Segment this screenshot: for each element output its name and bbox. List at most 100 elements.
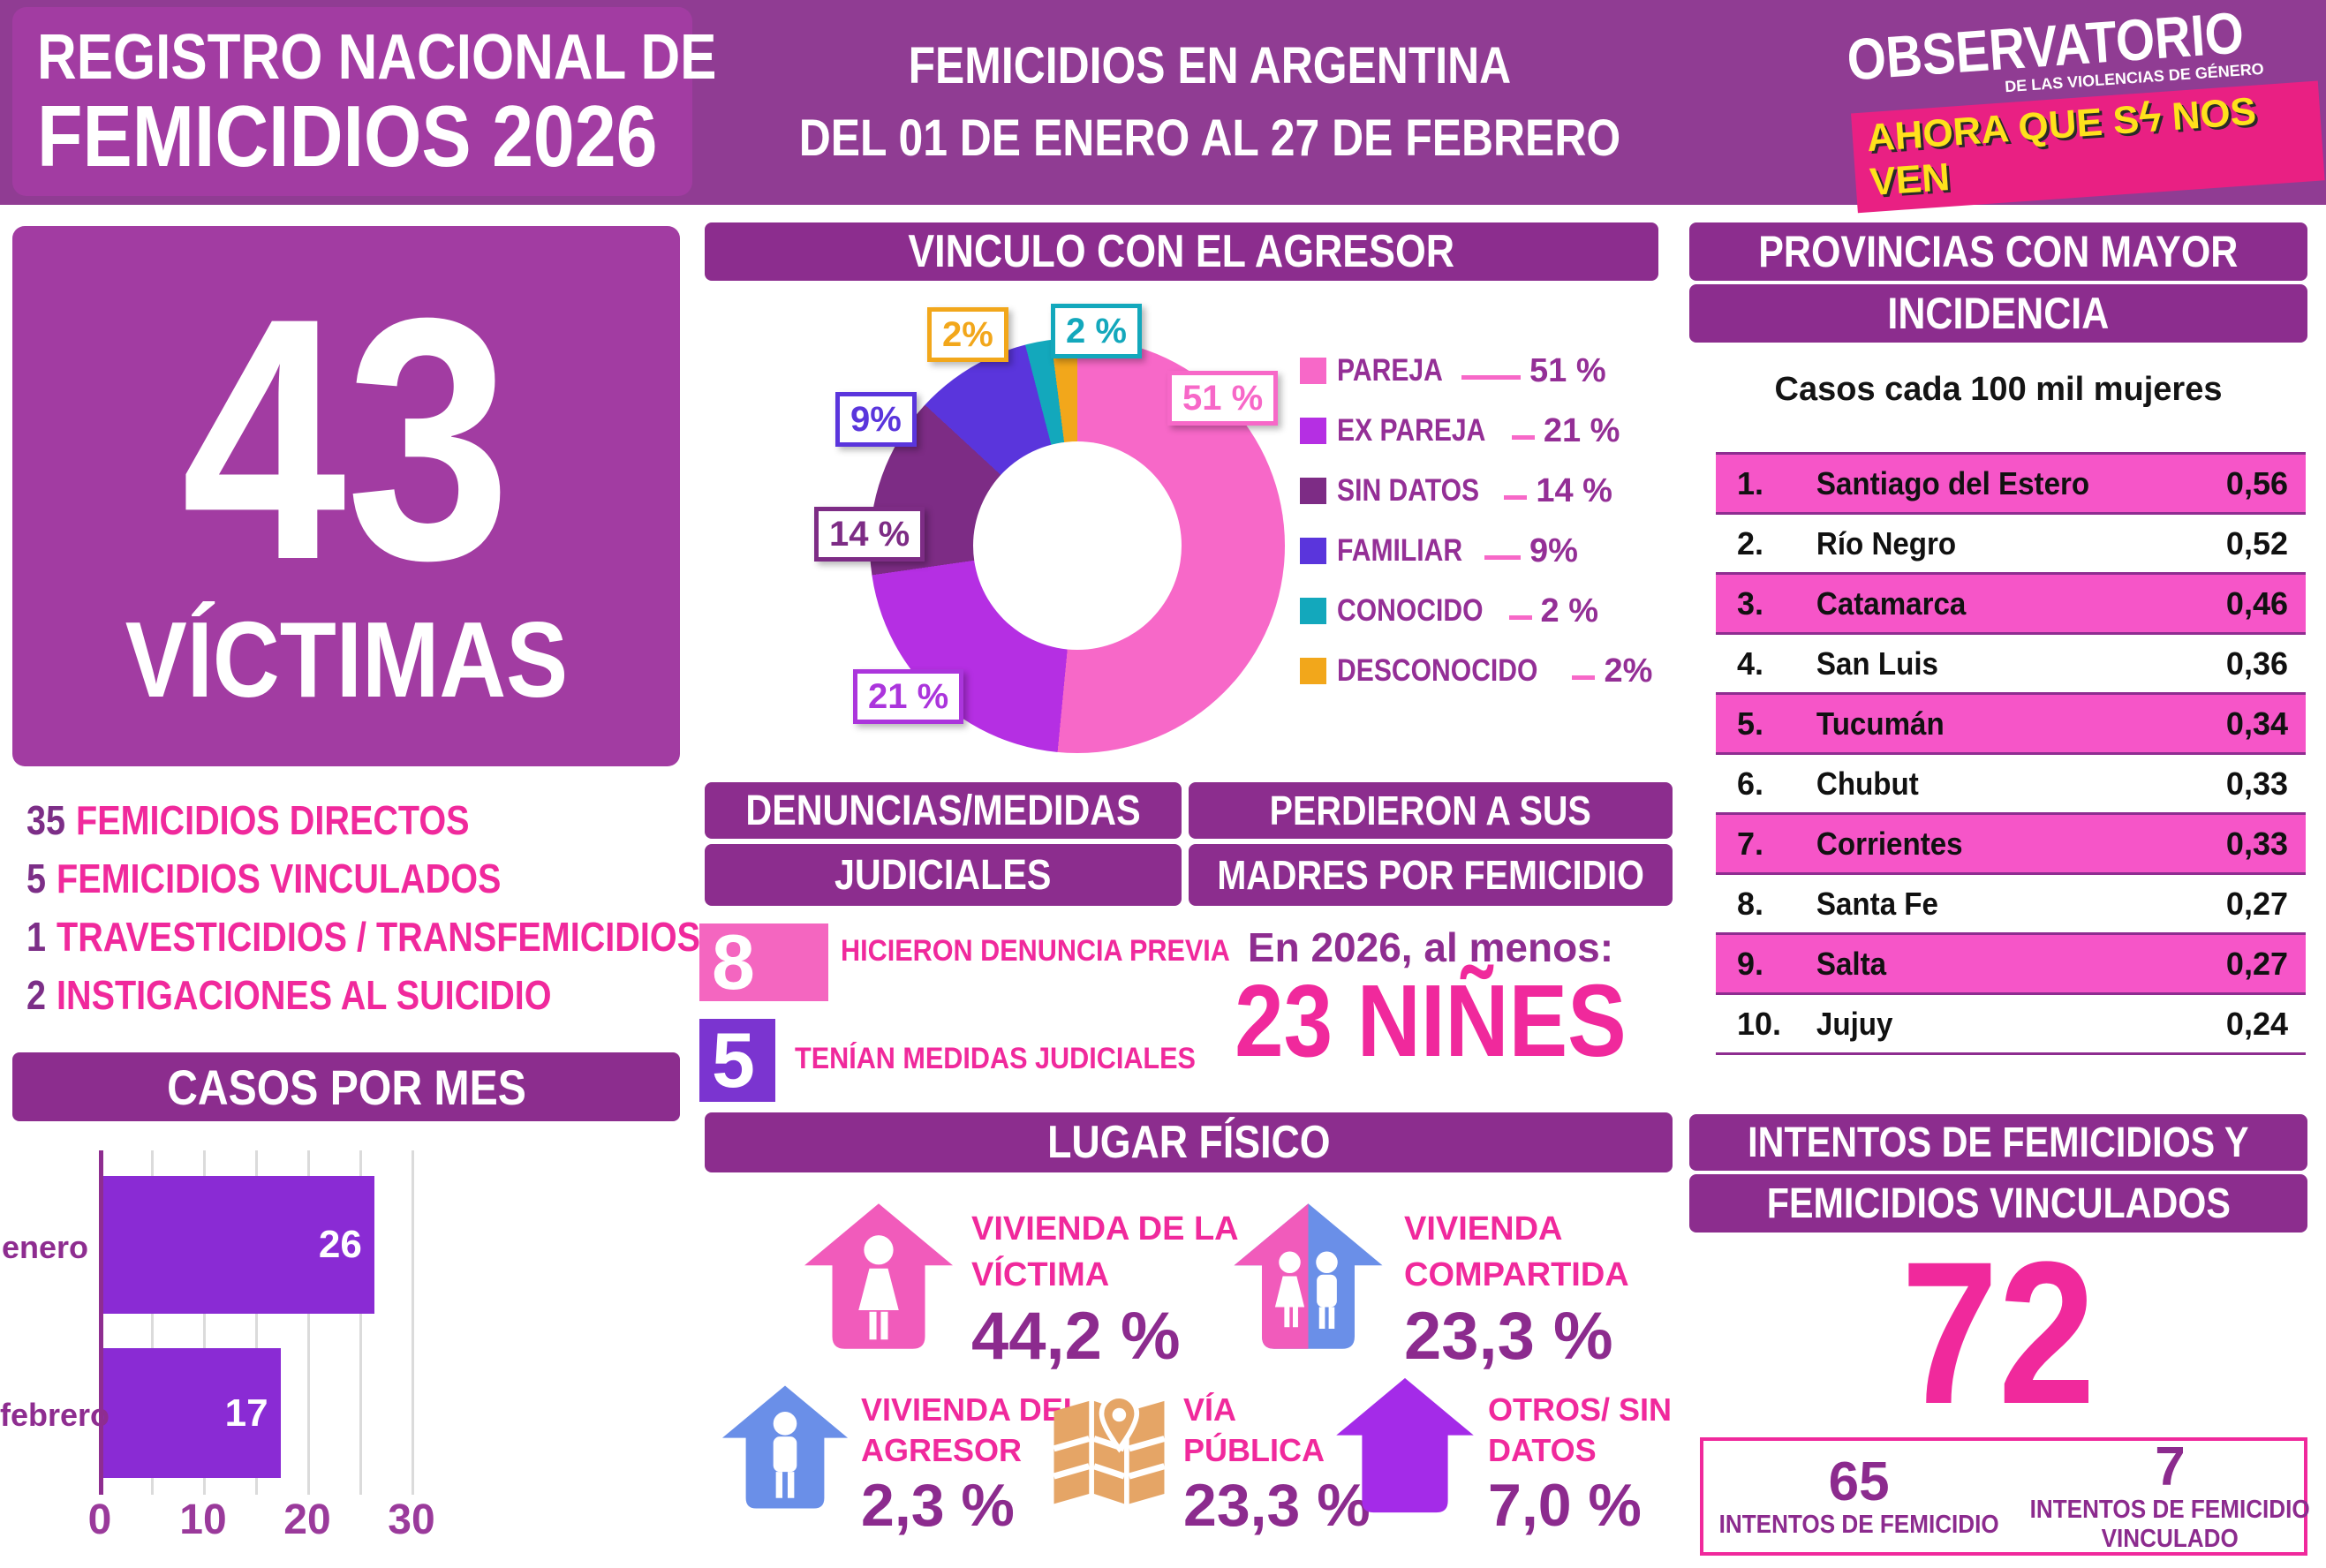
lugar-item-compartida: VIVIENDA COMPARTIDA 23,3 % — [1404, 1206, 1629, 1372]
breakdown-label: FEMICIDIOS DIRECTOS — [76, 797, 470, 843]
victims-count: 43 — [181, 246, 511, 631]
bar-category-label: enero — [1, 1229, 88, 1265]
legend-swatch — [1300, 538, 1326, 564]
breakdown-number: 1 — [26, 914, 47, 960]
lugar-label: AGRESOR — [861, 1432, 1023, 1468]
row-value: 0,52 — [2225, 524, 2288, 562]
row-rank: 5. — [1737, 705, 1764, 742]
legend-label: CONOCIDO — [1337, 593, 1484, 628]
legend-label: SIN DATOS — [1337, 473, 1480, 508]
cases-per-month-title: CASOS POR MES — [166, 1059, 526, 1115]
table-row: 4. San Luis 0,36 — [1716, 635, 2306, 695]
medidas-judiciales-number: 5 — [712, 1016, 755, 1104]
gridline — [151, 1150, 154, 1495]
bar-febrero: 17 — [103, 1348, 281, 1478]
breakdown-row: 35 FEMICIDIOS DIRECTOS — [26, 791, 593, 849]
denuncia-previa-number: 8 — [712, 918, 755, 1006]
denuncias-header-line1: DENUNCIAS/MEDIDAS — [705, 782, 1182, 839]
intentos-femicidio-label: INTENTOS DE FEMICIDIO — [1718, 1510, 1999, 1539]
row-value: 0,33 — [2225, 825, 2288, 862]
callout-familiar: 9% — [835, 392, 917, 447]
row-value: 0,24 — [2225, 1005, 2288, 1042]
breakdown-number: 2 — [26, 972, 47, 1018]
bar-category-label: febrero — [0, 1397, 110, 1433]
intentos-femicidio-number: 65 — [1828, 1451, 1890, 1512]
lugar-label: VÍCTIMA — [971, 1256, 1110, 1293]
lugar-value: 23,3 % — [1183, 1472, 1371, 1539]
legend-value: 21 % — [1543, 411, 1620, 449]
lugar-label: PÚBLICA — [1183, 1432, 1325, 1468]
lugar-item-otros: OTROS/ SIN DATOS 7,0 % — [1488, 1390, 1672, 1536]
provincias-subtitle: Casos cada 100 mil mujeres — [1774, 371, 2223, 408]
legend-value: 14 % — [1536, 471, 1612, 509]
gridline — [412, 1150, 414, 1495]
row-rank: 10. — [1737, 1005, 1782, 1042]
lugar-item-victima: VIVIENDA DE LA VÍCTIMA 44,2 % — [971, 1206, 1239, 1372]
lugar-value: 2,3 % — [861, 1472, 1015, 1539]
provincias-header-line2: INCIDENCIA — [1689, 284, 2307, 343]
legend-dash — [1572, 675, 1596, 680]
legend-label: EX PAREJA — [1337, 413, 1486, 448]
table-row: 8. Santa Fe 0,27 — [1716, 875, 2306, 935]
row-value: 0,34 — [2225, 705, 2288, 742]
subtitle: FEMICIDIOS EN ARGENTINA DEL 01 DE ENERO … — [777, 9, 1643, 196]
header-strip: REGISTRO NACIONAL DE FEMICIDIOS 2026 FEM… — [0, 0, 2326, 214]
row-rank: 7. — [1737, 825, 1764, 862]
medidas-judiciales-label: TENÍAN MEDIDAS JUDICIALES — [795, 1042, 1196, 1075]
cases-per-month-header: CASOS POR MES — [12, 1052, 680, 1121]
legend-swatch — [1300, 358, 1326, 384]
subtitle-line1: FEMICIDIOS EN ARGENTINA — [908, 37, 1512, 94]
legend-dash — [1461, 374, 1521, 380]
lugar-value: 44,2 % — [971, 1299, 1181, 1374]
breakdown-row: 2 INSTIGACIONES AL SUICIDIO — [26, 966, 593, 1024]
row-rank: 3. — [1737, 584, 1764, 622]
perdieron-highlight: 23 NIÑES — [1235, 963, 1627, 1078]
logo-slogan-pre: AHORA QUE S — [1865, 97, 2141, 161]
victims-total-box: 43 VÍCTIMAS — [12, 226, 680, 766]
legend-row: PAREJA 51 % — [1300, 341, 1614, 401]
x-tick: 0 — [87, 1496, 112, 1543]
callout-desconocido: 2% — [927, 307, 1008, 362]
lugar-value: 7,0 % — [1488, 1472, 1642, 1539]
callout-sindatos: 14 % — [814, 507, 925, 562]
lugar-label: DATOS — [1488, 1432, 1597, 1468]
title-line2: FEMICIDIOS 2026 — [37, 87, 658, 185]
breakdown-number: 35 — [26, 797, 66, 843]
callout-conocido: 2 % — [1051, 304, 1142, 358]
lugar-title: LUGAR FÍSICO — [1046, 1117, 1331, 1168]
row-name: Catamarca — [1816, 584, 1967, 622]
gridline — [307, 1150, 310, 1495]
donut-hole — [973, 441, 1182, 650]
map-pin-icon — [1046, 1379, 1172, 1513]
house-other-icon — [1333, 1374, 1476, 1517]
row-name: Tucumán — [1816, 705, 1945, 742]
legend-row: SIN DATOS 14 % — [1300, 461, 1614, 521]
intentos-total: 72 — [1900, 1219, 2096, 1446]
lugar-item-via-publica: VÍA PÚBLICA 23,3 % — [1183, 1390, 1371, 1536]
bar-value-label: 17 — [224, 1391, 268, 1435]
legend-dash — [1511, 434, 1535, 440]
row-rank: 2. — [1737, 524, 1764, 562]
denuncias-header-line2: JUDICIALES — [705, 844, 1182, 906]
provincias-title1: PROVINCIAS CON MAYOR — [1758, 227, 2239, 276]
lugar-value: 23,3 % — [1404, 1299, 1613, 1374]
x-tick: 10 — [179, 1496, 227, 1543]
row-name: Río Negro — [1816, 524, 1957, 562]
legend-value: 51 % — [1529, 351, 1606, 389]
lugar-header: LUGAR FÍSICO — [705, 1112, 1673, 1172]
vinculo-title: VINCULO CON EL AGRESOR — [908, 226, 1455, 277]
intentos-title1: INTENTOS DE FEMICIDIOS Y — [1748, 1119, 2249, 1166]
row-value: 0,27 — [2225, 885, 2288, 922]
bar-value-label: 26 — [318, 1223, 362, 1266]
callout-pareja: 51 % — [1167, 371, 1279, 426]
lugar-label: COMPARTIDA — [1404, 1256, 1629, 1293]
lugar-label: VIVIENDA DE LA — [971, 1210, 1239, 1248]
lugar-label: OTROS/ SIN — [1488, 1391, 1673, 1428]
victims-breakdown-list: 35 FEMICIDIOS DIRECTOS 5 FEMICIDIOS VINCUL… — [26, 791, 700, 1024]
row-name: San Luis — [1816, 645, 1938, 682]
table-row: 1. Santiago del Estero 0,56 — [1716, 455, 2306, 515]
gridline — [203, 1150, 206, 1495]
perdieron-header-line1: PERDIERON A SUS — [1189, 782, 1673, 839]
row-name: Chubut — [1816, 765, 1919, 802]
